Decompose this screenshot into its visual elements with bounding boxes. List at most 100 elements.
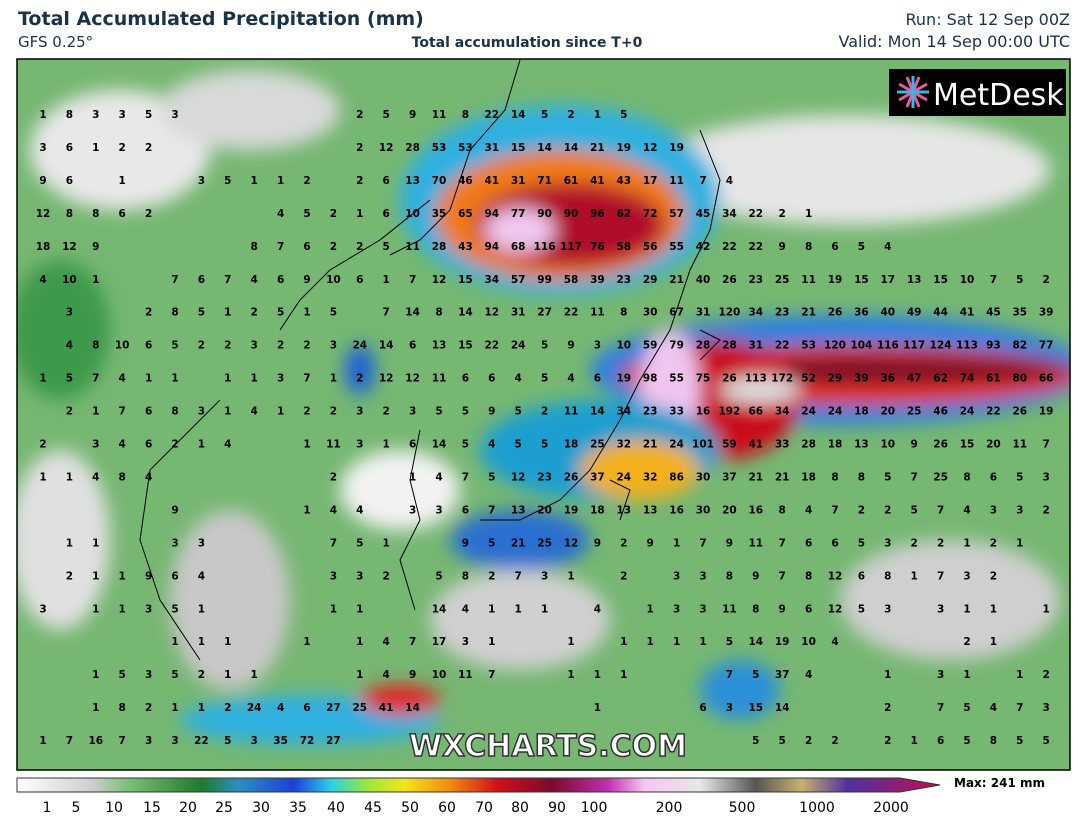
grid-value: 45: [986, 307, 1001, 319]
grid-value: 6: [831, 537, 838, 549]
subtitle: Total accumulation since T+0: [412, 35, 643, 51]
grid-value: 8: [858, 471, 865, 483]
grid-value: 9: [911, 439, 918, 451]
grid-value: 1: [567, 636, 574, 648]
grid-value: 20: [986, 439, 1001, 451]
grid-value: 72: [643, 208, 658, 220]
grid-value: 15: [748, 702, 763, 714]
grid-value: 1: [330, 373, 337, 385]
colorbar-label: 80: [511, 800, 529, 816]
grid-value: 5: [171, 669, 178, 681]
grid-value: 1: [567, 669, 574, 681]
grid-value: 71: [537, 175, 552, 187]
grid-value: 12: [828, 603, 843, 615]
grid-value: 2: [963, 636, 970, 648]
grid-value: 4: [383, 636, 390, 648]
grid-value: 7: [277, 241, 284, 253]
grid-value: 34: [748, 307, 763, 319]
grid-value: 4: [884, 241, 891, 253]
grid-value: 9: [145, 570, 152, 582]
colorbar-label: 50: [401, 800, 419, 816]
grid-value: 3: [435, 504, 442, 516]
grid-value: 12: [643, 142, 658, 154]
grid-value: 1: [92, 406, 99, 418]
grid-value: 10: [801, 636, 816, 648]
grid-value: 37: [722, 471, 737, 483]
grid-value: 124: [930, 340, 952, 352]
grid-value: 4: [251, 274, 258, 286]
grid-value: 14: [748, 636, 763, 648]
grid-value: 26: [722, 373, 737, 385]
grid-value: 1: [303, 504, 310, 516]
grid-value: 14: [458, 307, 473, 319]
grid-value: 7: [409, 274, 416, 286]
grid-value: 55: [669, 241, 684, 253]
grid-value: 7: [1016, 702, 1023, 714]
grid-value: 1: [1016, 669, 1023, 681]
grid-value: 8: [805, 570, 812, 582]
grid-value: 9: [594, 537, 601, 549]
grid-value: 1: [119, 603, 126, 615]
grid-value: 2: [145, 142, 152, 154]
grid-value: 35: [432, 208, 447, 220]
grid-value: 1: [303, 307, 310, 319]
grid-value: 53: [458, 142, 473, 154]
grid-value: 43: [616, 175, 631, 187]
grid-value: 11: [432, 373, 447, 385]
grid-value: 5: [911, 504, 918, 516]
grid-value: 47: [907, 373, 922, 385]
grid-value: 8: [92, 208, 99, 220]
grid-value: 28: [801, 439, 816, 451]
grid-value: 3: [673, 570, 680, 582]
grid-value: 57: [511, 274, 526, 286]
grid-value: 3: [171, 537, 178, 549]
grid-value: 25: [537, 537, 552, 549]
grid-value: 10: [405, 208, 420, 220]
grid-value: 19: [669, 142, 684, 154]
grid-value: 19: [775, 636, 790, 648]
title: Total Accumulated Precipitation (mm): [18, 8, 424, 30]
grid-value: 1: [963, 603, 970, 615]
grid-value: 5: [541, 373, 548, 385]
watermark: WXCHARTS.COM: [409, 729, 687, 764]
grid-value: 14: [775, 702, 790, 714]
grid-value: 8: [66, 208, 73, 220]
grid-value: 24: [352, 340, 367, 352]
grid-value: 18: [828, 439, 843, 451]
grid-value: 3: [884, 603, 891, 615]
grid-value: 1: [198, 702, 205, 714]
grid-value: 75: [696, 373, 711, 385]
grid-value: 3: [884, 537, 891, 549]
grid-value: 10: [616, 340, 631, 352]
logo-icon: [897, 76, 929, 108]
grid-value: 2: [567, 109, 574, 121]
grid-value: 5: [488, 537, 495, 549]
grid-value: 6: [488, 373, 495, 385]
grid-value: 1: [541, 603, 548, 615]
grid-value: 80: [1012, 373, 1027, 385]
grid-value: 6: [198, 274, 205, 286]
grid-value: 5: [541, 109, 548, 121]
grid-value: 1: [92, 537, 99, 549]
grid-value: 10: [960, 274, 975, 286]
grid-value: 12: [405, 373, 420, 385]
grid-value: 31: [696, 307, 711, 319]
grid-value: 90: [564, 208, 579, 220]
grid-value: 1: [383, 274, 390, 286]
grid-value: 41: [960, 307, 975, 319]
grid-value: 7: [937, 504, 944, 516]
grid-value: 46: [458, 175, 473, 187]
grid-value: 2: [251, 307, 258, 319]
grid-value: 98: [643, 373, 658, 385]
grid-value: 10: [880, 439, 895, 451]
grid-value: 1: [620, 669, 627, 681]
grid-value: 7: [92, 373, 99, 385]
grid-value: 31: [511, 175, 526, 187]
colorbar-label: 15: [143, 800, 161, 816]
grid-value: 10: [115, 340, 130, 352]
grid-value: 2: [198, 340, 205, 352]
grid-value: 1: [567, 570, 574, 582]
grid-value: 116: [877, 340, 899, 352]
grid-value: 5: [858, 241, 865, 253]
